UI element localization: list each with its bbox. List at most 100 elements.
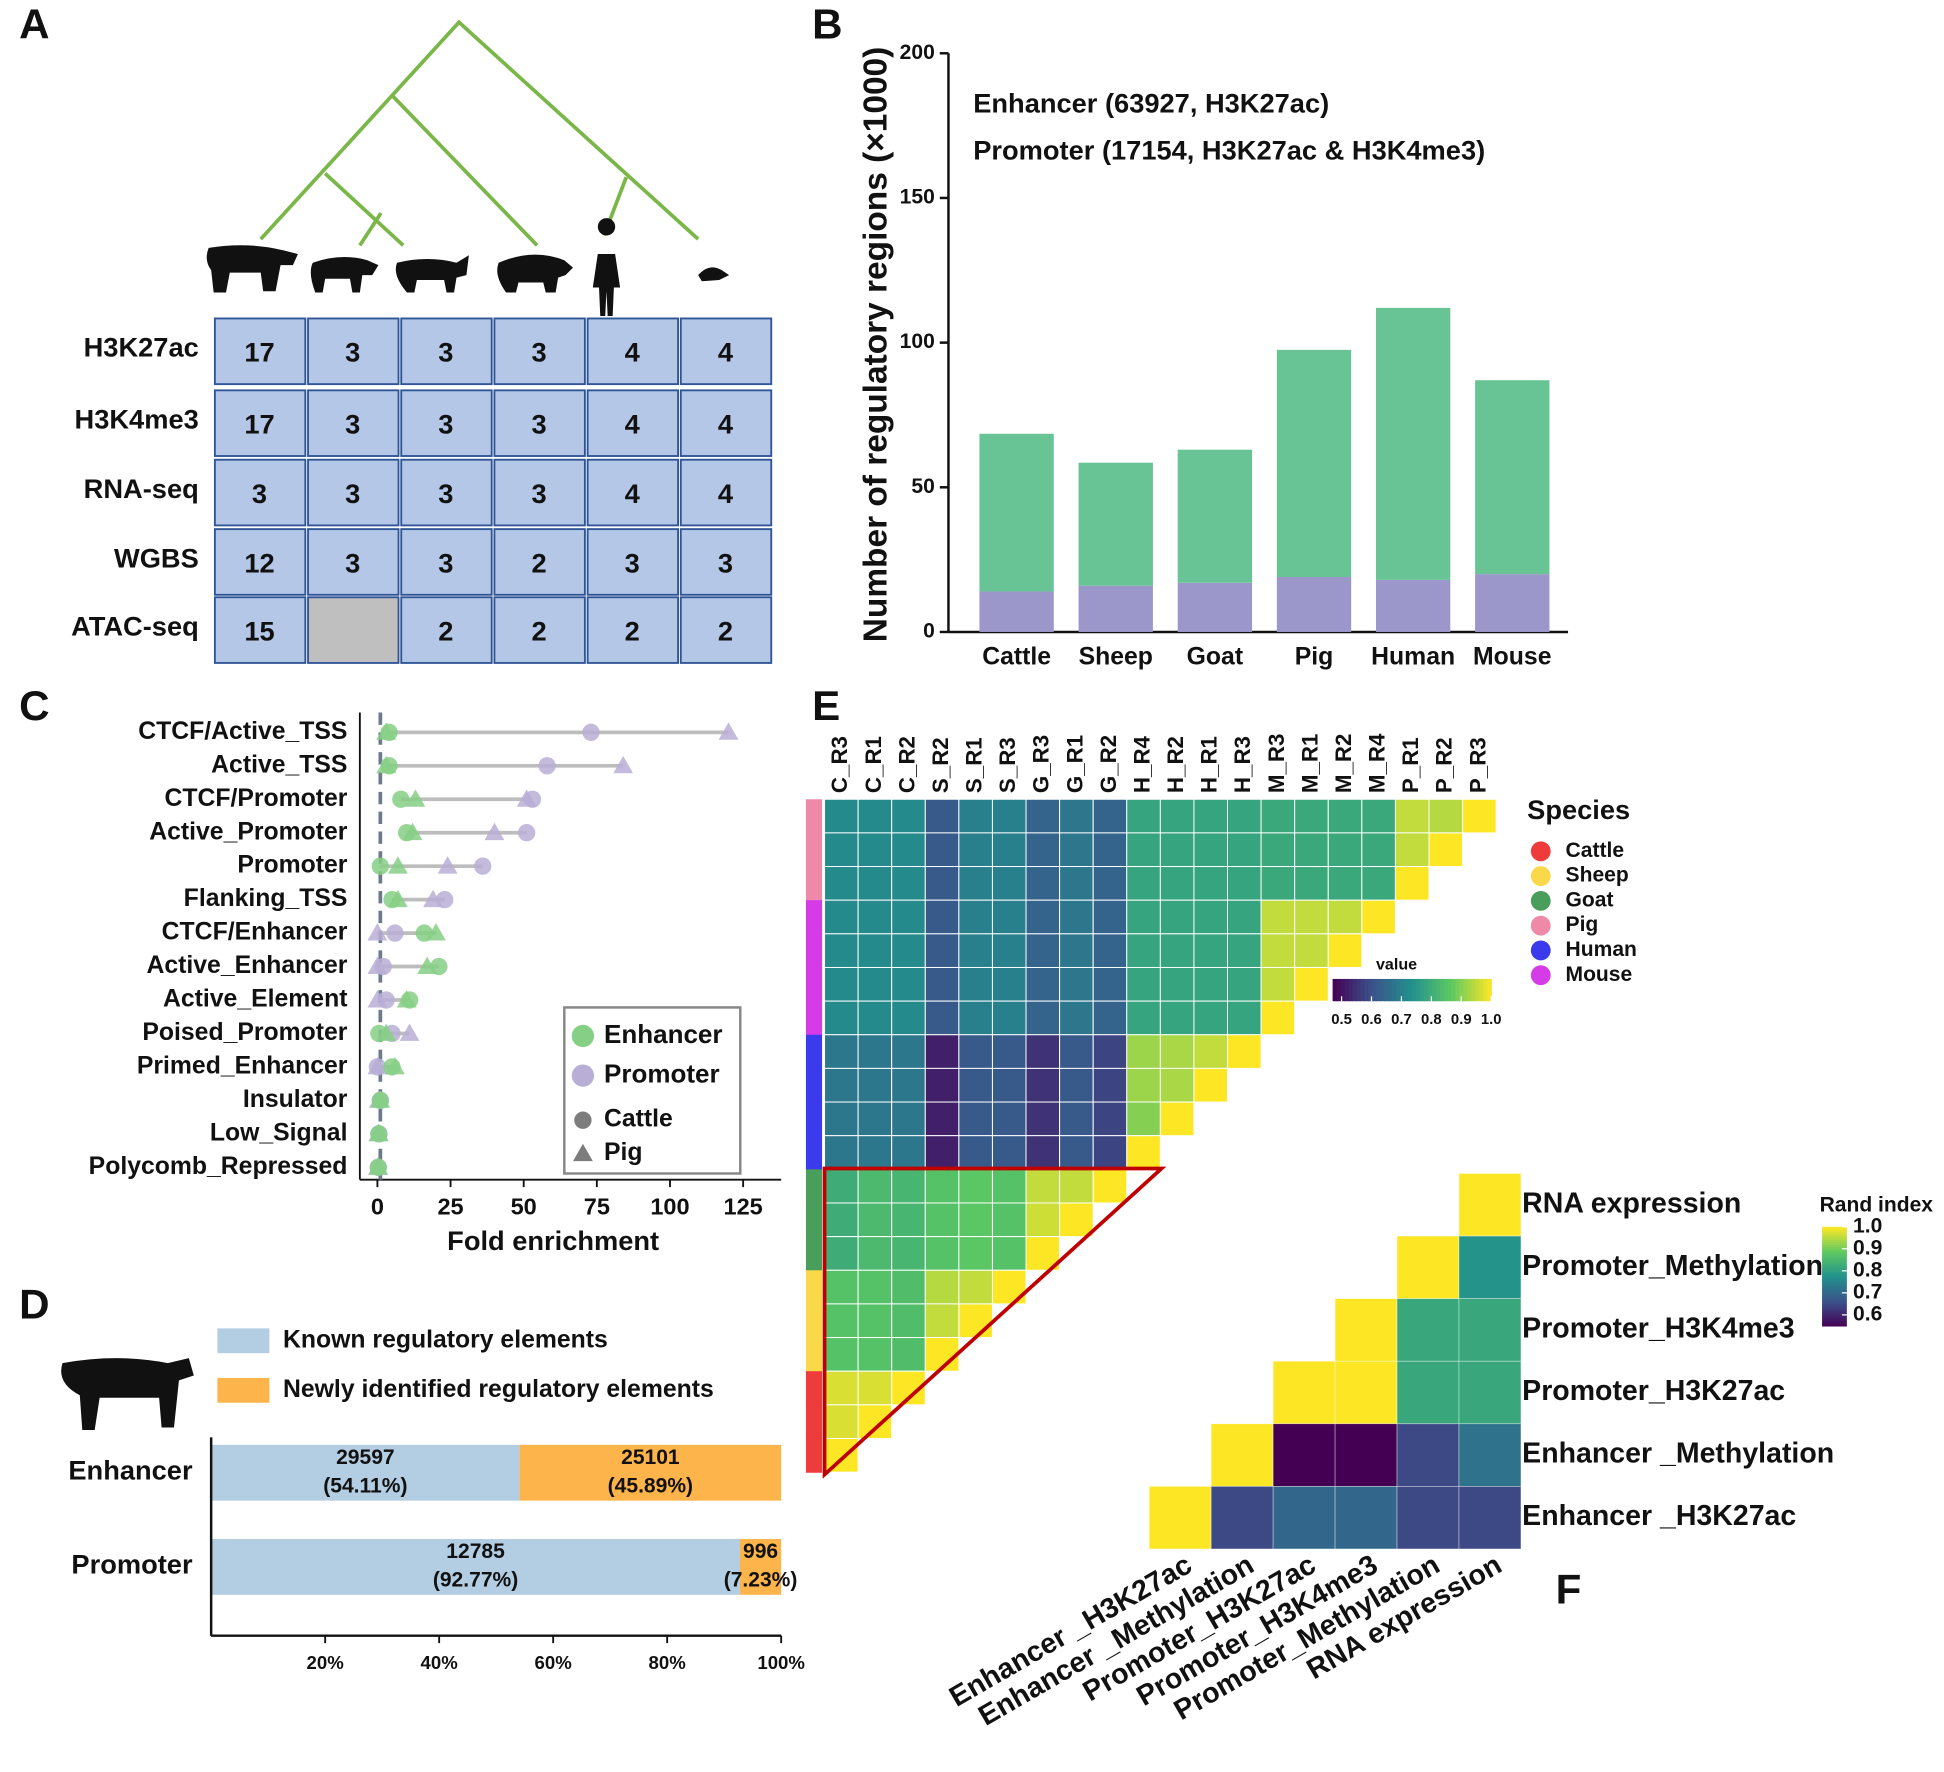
panel-label: E (812, 682, 840, 729)
heatmap-cell (1059, 1067, 1094, 1103)
heatmap-cell (1361, 798, 1396, 834)
colorbar-tick-label: 0.9 (1853, 1236, 1882, 1259)
species-bar (805, 1135, 823, 1170)
legend-swatch (1530, 841, 1551, 862)
heatmap-cell (1025, 1168, 1061, 1204)
heatmap-cell (1294, 798, 1329, 834)
legend-label: Enhancer (604, 1019, 723, 1049)
heatmap-cell (1025, 1034, 1061, 1069)
colorbar-slice (1822, 1226, 1847, 1230)
colorbar-slice (1431, 978, 1437, 1002)
x-tick-label: Cattle (982, 644, 1051, 671)
cell-value: 3 (438, 478, 453, 509)
heatmap-cell (924, 1202, 960, 1238)
heatmap-cell (924, 1269, 960, 1305)
heatmap-cell (1025, 1202, 1061, 1238)
heatmap-cell (991, 1236, 1027, 1271)
triangle-marker (368, 1157, 389, 1175)
heatmap-cell (824, 1000, 859, 1036)
y-tick-label: Promoter (237, 852, 347, 879)
row-label: RNA expression (1522, 1187, 1741, 1219)
heatmap-cell (1092, 899, 1128, 935)
bar (979, 433, 1054, 592)
bar (1276, 576, 1352, 632)
table-cell (493, 596, 586, 664)
colorbar-slice (1822, 1278, 1847, 1282)
triangle-marker (387, 856, 408, 874)
bar (1375, 307, 1451, 580)
table-cell (586, 596, 680, 664)
heatmap-cell (1159, 1067, 1195, 1103)
cell-value: 3 (718, 547, 733, 578)
circle-marker (517, 824, 536, 842)
heatmap-cell (1260, 866, 1296, 901)
heatmap-cell (1159, 933, 1195, 968)
table-cell (493, 389, 586, 457)
heatmap-cell (857, 866, 893, 901)
heatmap-cell (1092, 1101, 1128, 1137)
heatmap-cell (1025, 1067, 1061, 1103)
x-tick-label: 50 (511, 1193, 537, 1219)
heatmap-cell (958, 1168, 993, 1204)
species-bar (805, 967, 823, 1002)
heatmap-cell (824, 1404, 859, 1439)
table-cell (213, 458, 307, 527)
species-icons (61, 218, 730, 1430)
table-cell (493, 528, 586, 596)
heatmap-cell (824, 1202, 859, 1238)
heatmap-cell (991, 832, 1027, 868)
bar (1475, 574, 1550, 632)
colorbar-slice (1487, 978, 1492, 1002)
heatmap-cell (891, 1067, 926, 1103)
colorbar-slice (1340, 978, 1346, 1002)
colorbar-slice (1463, 978, 1469, 1002)
cell-value: 2 (625, 615, 640, 646)
y-tick-label: CTCF/Active_TSS (138, 718, 347, 745)
heatmap-cell (924, 1034, 960, 1069)
heatmap-cell (1159, 1034, 1195, 1069)
heatmap-cell (857, 832, 893, 868)
colorbar-slice (1400, 978, 1405, 1002)
species-bar (805, 1034, 823, 1070)
column-label: C_R3 (827, 736, 852, 793)
colorbar-slice (1388, 978, 1393, 1002)
count-label: 996 (743, 1540, 778, 1563)
colorbar-slice (1447, 978, 1453, 1002)
legend-label: Human (1566, 938, 1637, 961)
colorbar-slice (1332, 978, 1338, 1002)
legend-swatch (1530, 965, 1551, 986)
heatmap-cell (924, 1135, 960, 1170)
heatmap-cell (1334, 1360, 1398, 1425)
panel-label: D (19, 1280, 49, 1327)
heatmap-cell (891, 899, 926, 935)
heatmap-cell (1025, 966, 1061, 1002)
heatmap-cell (991, 933, 1027, 968)
heatmap-cell (857, 1269, 893, 1305)
heatmap-cell (857, 899, 893, 935)
heatmap-cell (991, 966, 1027, 1002)
table-cell (586, 528, 680, 596)
table-cell (213, 596, 307, 664)
colorbar-slice (1822, 1256, 1847, 1260)
heatmap-cell (1334, 1423, 1398, 1487)
heatmap-cell (1327, 933, 1363, 968)
heatmap-cell (857, 1337, 893, 1372)
heatmap-cell (1092, 1000, 1128, 1036)
cell-value: 3 (345, 478, 360, 509)
triangle-marker (368, 1123, 389, 1142)
heatmap-cell (1126, 1000, 1161, 1036)
colorbar-slice (1822, 1263, 1847, 1268)
heatmap-cell (1210, 1486, 1274, 1550)
heatmap-cell (1334, 1298, 1398, 1362)
column-label: C_R2 (894, 736, 919, 793)
colorbar-slice (1407, 978, 1413, 1002)
panel-label: B (812, 0, 842, 47)
row-label: Promoter_H3K27ac (1522, 1375, 1785, 1407)
heatmap-cell (1159, 899, 1195, 935)
highlight-triangle (822, 1166, 1167, 1479)
heatmap-cell (924, 899, 960, 935)
colorbar-tick-label: 0.5 (1331, 1012, 1352, 1028)
colorbar-slice (1384, 978, 1389, 1002)
y-axis-title: Number of regulatory regions (×1000) (858, 47, 895, 643)
y-tick-label: 50 (911, 475, 934, 498)
